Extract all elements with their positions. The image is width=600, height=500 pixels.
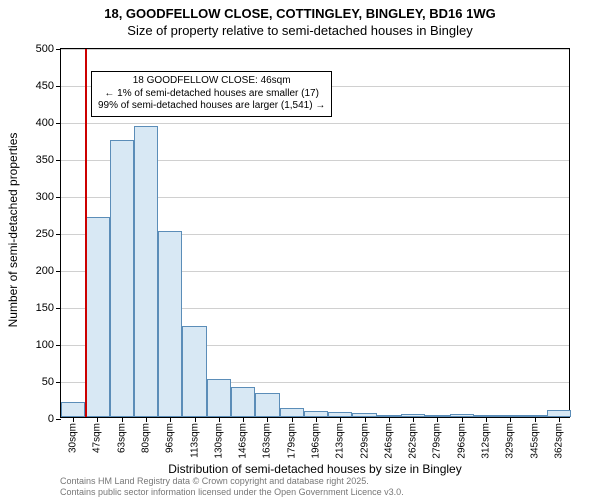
xtick-label: 329sqm: [505, 423, 516, 459]
xtick-label: 345sqm: [529, 423, 540, 459]
xtick-mark: [413, 417, 414, 422]
xtick-label: 146sqm: [238, 423, 249, 459]
xtick-label: 113sqm: [189, 423, 200, 458]
ytick-mark: [56, 271, 61, 272]
ytick-label: 350: [14, 154, 54, 166]
xtick-label: 96sqm: [165, 423, 176, 453]
annotation-line3: 99% of semi-detached houses are larger (…: [98, 100, 325, 113]
annotation-line1: 18 GOODFELLOW CLOSE: 46sqm: [98, 75, 325, 88]
xtick-mark: [437, 417, 438, 422]
ytick-mark: [56, 234, 61, 235]
xtick-mark: [73, 417, 74, 422]
histogram-bar: [231, 387, 255, 417]
xtick-mark: [195, 417, 196, 422]
x-axis-label: Distribution of semi-detached houses by …: [60, 462, 570, 476]
xtick-mark: [486, 417, 487, 422]
xtick-label: 362sqm: [553, 423, 564, 459]
xtick-mark: [219, 417, 220, 422]
xtick-mark: [510, 417, 511, 422]
ytick-mark: [56, 160, 61, 161]
xtick-label: 262sqm: [408, 423, 419, 459]
attribution-line2: Contains public sector information licen…: [60, 487, 404, 498]
xtick-mark: [316, 417, 317, 422]
ytick-mark: [56, 49, 61, 50]
xtick-label: 229sqm: [359, 423, 370, 459]
xtick-label: 312sqm: [481, 423, 492, 459]
annotation-line2: ← 1% of semi-detached houses are smaller…: [98, 88, 325, 101]
chart-container: 18, GOODFELLOW CLOSE, COTTINGLEY, BINGLE…: [0, 0, 600, 500]
xtick-label: 163sqm: [262, 423, 273, 459]
xtick-mark: [97, 417, 98, 422]
xtick-label: 279sqm: [432, 423, 443, 459]
ytick-label: 50: [14, 376, 54, 388]
title-line1: 18, GOODFELLOW CLOSE, COTTINGLEY, BINGLE…: [0, 6, 600, 23]
ytick-label: 400: [14, 117, 54, 129]
attribution-line1: Contains HM Land Registry data © Crown c…: [60, 476, 404, 487]
xtick-label: 30sqm: [68, 423, 79, 453]
ytick-mark: [56, 345, 61, 346]
xtick-mark: [535, 417, 536, 422]
attribution: Contains HM Land Registry data © Crown c…: [60, 476, 404, 498]
histogram-bar: [547, 410, 571, 417]
xtick-mark: [292, 417, 293, 422]
plot-frame: 05010015020025030035040045050030sqm47sqm…: [60, 48, 570, 418]
reference-line: [85, 49, 87, 417]
histogram-bar: [255, 393, 279, 417]
xtick-mark: [122, 417, 123, 422]
ytick-label: 150: [14, 302, 54, 314]
histogram-bar: [280, 408, 304, 417]
histogram-bar: [207, 379, 231, 417]
plot-area: 05010015020025030035040045050030sqm47sqm…: [60, 48, 570, 418]
xtick-label: 63sqm: [116, 423, 127, 453]
ytick-label: 500: [14, 43, 54, 55]
xtick-mark: [559, 417, 560, 422]
xtick-label: 80sqm: [141, 423, 152, 453]
histogram-bar: [85, 217, 109, 417]
ytick-mark: [56, 419, 61, 420]
title-line2: Size of property relative to semi-detach…: [0, 23, 600, 40]
ytick-label: 200: [14, 265, 54, 277]
ytick-label: 0: [14, 413, 54, 425]
histogram-bar: [134, 126, 158, 417]
ytick-label: 300: [14, 191, 54, 203]
xtick-label: 196sqm: [311, 423, 322, 459]
xtick-mark: [365, 417, 366, 422]
xtick-mark: [389, 417, 390, 422]
xtick-label: 246sqm: [383, 423, 394, 459]
xtick-label: 179sqm: [286, 423, 297, 459]
xtick-mark: [146, 417, 147, 422]
ytick-mark: [56, 308, 61, 309]
histogram-bar: [110, 140, 134, 418]
annotation-box: 18 GOODFELLOW CLOSE: 46sqm← 1% of semi-d…: [91, 71, 332, 117]
xtick-mark: [462, 417, 463, 422]
xtick-label: 213sqm: [335, 423, 346, 459]
ytick-mark: [56, 123, 61, 124]
xtick-mark: [340, 417, 341, 422]
histogram-bar: [182, 326, 206, 417]
ytick-label: 100: [14, 339, 54, 351]
ytick-label: 450: [14, 80, 54, 92]
ytick-label: 250: [14, 228, 54, 240]
ytick-mark: [56, 382, 61, 383]
gridline: [61, 123, 569, 124]
xtick-mark: [170, 417, 171, 422]
xtick-label: 296sqm: [456, 423, 467, 459]
histogram-bar: [61, 402, 85, 417]
xtick-label: 130sqm: [213, 423, 224, 459]
ytick-mark: [56, 86, 61, 87]
xtick-mark: [267, 417, 268, 422]
chart-title: 18, GOODFELLOW CLOSE, COTTINGLEY, BINGLE…: [0, 0, 600, 40]
xtick-label: 47sqm: [92, 423, 103, 453]
xtick-mark: [243, 417, 244, 422]
histogram-bar: [158, 231, 182, 417]
gridline: [61, 49, 569, 50]
ytick-mark: [56, 197, 61, 198]
